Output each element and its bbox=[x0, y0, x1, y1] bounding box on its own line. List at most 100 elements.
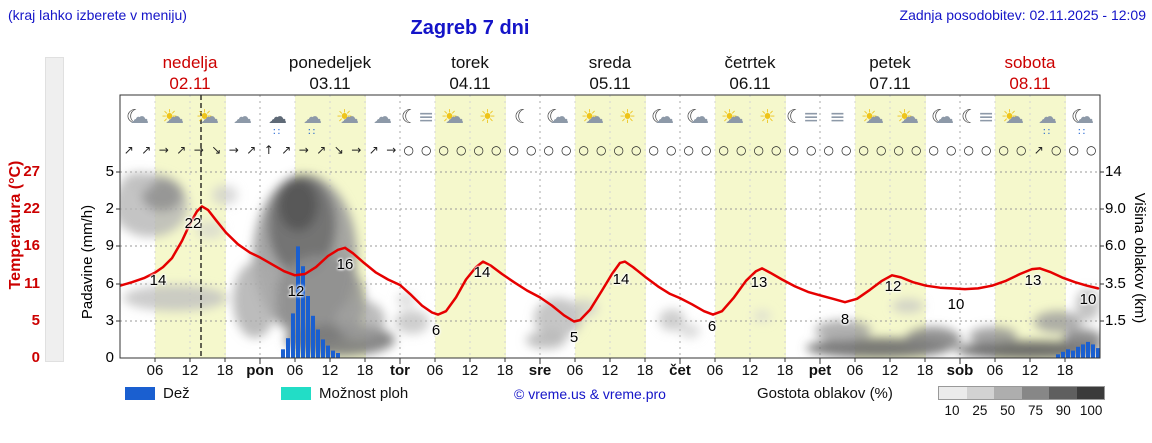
x-tick-day: tor bbox=[390, 362, 410, 379]
calm-wind-icon: ○ bbox=[928, 143, 939, 157]
precipitation-tick: 5 bbox=[105, 163, 114, 180]
weather-icon-sun-cloud: ☀☁ bbox=[576, 99, 610, 139]
wind-barb-icon: → bbox=[298, 143, 309, 157]
weather-icon-moon-fog: ☾≡ bbox=[786, 99, 820, 139]
calm-wind-icon: ○ bbox=[753, 143, 764, 157]
x-tick-hour: 12 bbox=[601, 362, 619, 379]
wind-barb-icon: → bbox=[158, 143, 169, 157]
temp-label: 6 bbox=[431, 322, 441, 339]
raindrops-icon: ∶∶ bbox=[307, 127, 318, 138]
weather-icon-sun: ☀ bbox=[611, 99, 645, 139]
wind-barb-icon: → bbox=[193, 143, 204, 157]
x-tick-day: čet bbox=[669, 362, 691, 379]
calm-wind-icon: ○ bbox=[1016, 143, 1027, 157]
cloud-icon: ☁ bbox=[550, 106, 570, 128]
wind-barb-icon: ↗ bbox=[246, 143, 257, 157]
sun-icon: ☀ bbox=[895, 106, 914, 128]
wind-barb-icon: ↗ bbox=[176, 143, 187, 157]
calm-wind-icon: ○ bbox=[1051, 143, 1062, 157]
moon-icon: ☾ bbox=[513, 106, 532, 128]
temp-label: 10 bbox=[1079, 291, 1097, 308]
density-segment bbox=[1021, 387, 1049, 399]
calm-wind-icon: ○ bbox=[718, 143, 729, 157]
day-name: ponedeljek bbox=[288, 53, 372, 72]
calm-wind-icon: ○ bbox=[666, 143, 677, 157]
copyright-link[interactable]: © vreme.us & vreme.pro bbox=[514, 386, 666, 402]
cloud-height-tick: 3.5 bbox=[1105, 275, 1126, 292]
temp-label: 14 bbox=[612, 271, 630, 288]
raindrops-icon: ∶∶ bbox=[1042, 127, 1053, 138]
weather-icon-sun: ☀ bbox=[751, 99, 785, 139]
precipitation-tick: 0 bbox=[105, 349, 114, 366]
calm-wind-icon: ○ bbox=[701, 143, 712, 157]
day-name: petek bbox=[869, 53, 911, 72]
sun-icon: ☀ bbox=[478, 106, 497, 128]
calm-wind-icon: ○ bbox=[491, 143, 502, 157]
menu-hint: (kraj lahko izberete v meniju) bbox=[8, 7, 187, 23]
cloud-icon: ☁ bbox=[655, 106, 675, 128]
temperature-axis-label: Temperatura (°C) bbox=[7, 160, 24, 290]
cloud-icon: ☁ bbox=[1038, 106, 1057, 128]
wind-barb-icon: ↗ bbox=[1033, 143, 1044, 157]
day-name: sreda bbox=[588, 53, 632, 72]
sun-icon: ☀ bbox=[618, 106, 637, 128]
weather-icon-cloud: ☁ bbox=[226, 99, 260, 139]
calm-wind-icon: ○ bbox=[911, 143, 922, 157]
x-tick-hour: 12 bbox=[461, 362, 479, 379]
weather-icon-cloud-moon: ☾☁ bbox=[121, 99, 155, 139]
temp-label: 8 bbox=[840, 311, 850, 328]
precipitation-tick: 6 bbox=[105, 275, 114, 292]
sun-icon: ☀ bbox=[195, 106, 214, 128]
wind-barb-icon: ↗ bbox=[281, 143, 292, 157]
temp-label: 12 bbox=[287, 283, 305, 300]
temperature-tick: 16 bbox=[23, 237, 40, 254]
sun-icon: ☀ bbox=[758, 106, 777, 128]
moon-icon: ☾ bbox=[685, 106, 704, 128]
cloud-icon: ☁ bbox=[1005, 106, 1025, 128]
calm-wind-icon: ○ bbox=[613, 143, 624, 157]
x-tick-hour: 06 bbox=[706, 362, 724, 379]
wind-barb-icon: ↑ bbox=[263, 143, 274, 157]
calm-wind-icon: ○ bbox=[998, 143, 1009, 157]
weather-icon-fog-moon: ☾≡ bbox=[401, 99, 435, 139]
density-tick-label: 25 bbox=[972, 403, 988, 418]
cloud-icon: ☁ bbox=[445, 106, 465, 128]
calm-wind-icon: ○ bbox=[648, 143, 659, 157]
moon-icon: ☾ bbox=[545, 106, 564, 128]
weather-icon-cloud: ☁ bbox=[366, 99, 400, 139]
calm-wind-icon: ○ bbox=[946, 143, 957, 157]
temp-label: 13 bbox=[1024, 272, 1042, 289]
gridlines bbox=[120, 95, 1100, 358]
cloud-icon: ☁ bbox=[900, 106, 920, 128]
wind-barb-icon: → bbox=[351, 143, 362, 157]
weather-icon-moon-rain: ☾☁ ∶∶ bbox=[1066, 99, 1100, 139]
weather-icon-sun: ☀ bbox=[471, 99, 505, 139]
density-tick-label: 50 bbox=[1000, 403, 1016, 418]
rain-legend-swatch bbox=[125, 387, 155, 400]
density-segment bbox=[994, 387, 1022, 399]
temp-label: 22 bbox=[184, 215, 202, 232]
fog-icon: ≡ bbox=[418, 106, 434, 128]
cloud-density-scale bbox=[938, 386, 1105, 400]
x-tick-hour: 18 bbox=[216, 362, 234, 379]
day-name: sobota bbox=[1004, 53, 1056, 72]
temp-label: 14 bbox=[473, 264, 491, 281]
cloud-height-tick: 9.0 bbox=[1105, 200, 1126, 217]
weather-icon-sun-cloud: ☀☁ bbox=[191, 99, 225, 139]
moon-icon: ☾ bbox=[786, 106, 804, 128]
raindrops-icon: ∶∶ bbox=[272, 127, 283, 138]
weather-icon-sun-cloud: ☀☁ bbox=[156, 99, 190, 139]
wind-barb-icon: ↘ bbox=[333, 143, 344, 157]
cloud-icon: ☁ bbox=[725, 106, 745, 128]
cloud-height-tick: 1.5 bbox=[1105, 312, 1126, 329]
fog-icon: ≡ bbox=[829, 106, 846, 128]
sun-icon: ☀ bbox=[720, 106, 739, 128]
cloud-icon: ☁ bbox=[200, 106, 220, 128]
x-tick-day: pet bbox=[808, 362, 832, 379]
day-name: torek bbox=[451, 53, 489, 72]
weather-icon-cloud-moon: ☾☁ bbox=[541, 99, 575, 139]
day-name: nedelja bbox=[162, 53, 218, 72]
temperature-tick: 5 bbox=[31, 312, 40, 329]
density-segment bbox=[1049, 387, 1077, 399]
